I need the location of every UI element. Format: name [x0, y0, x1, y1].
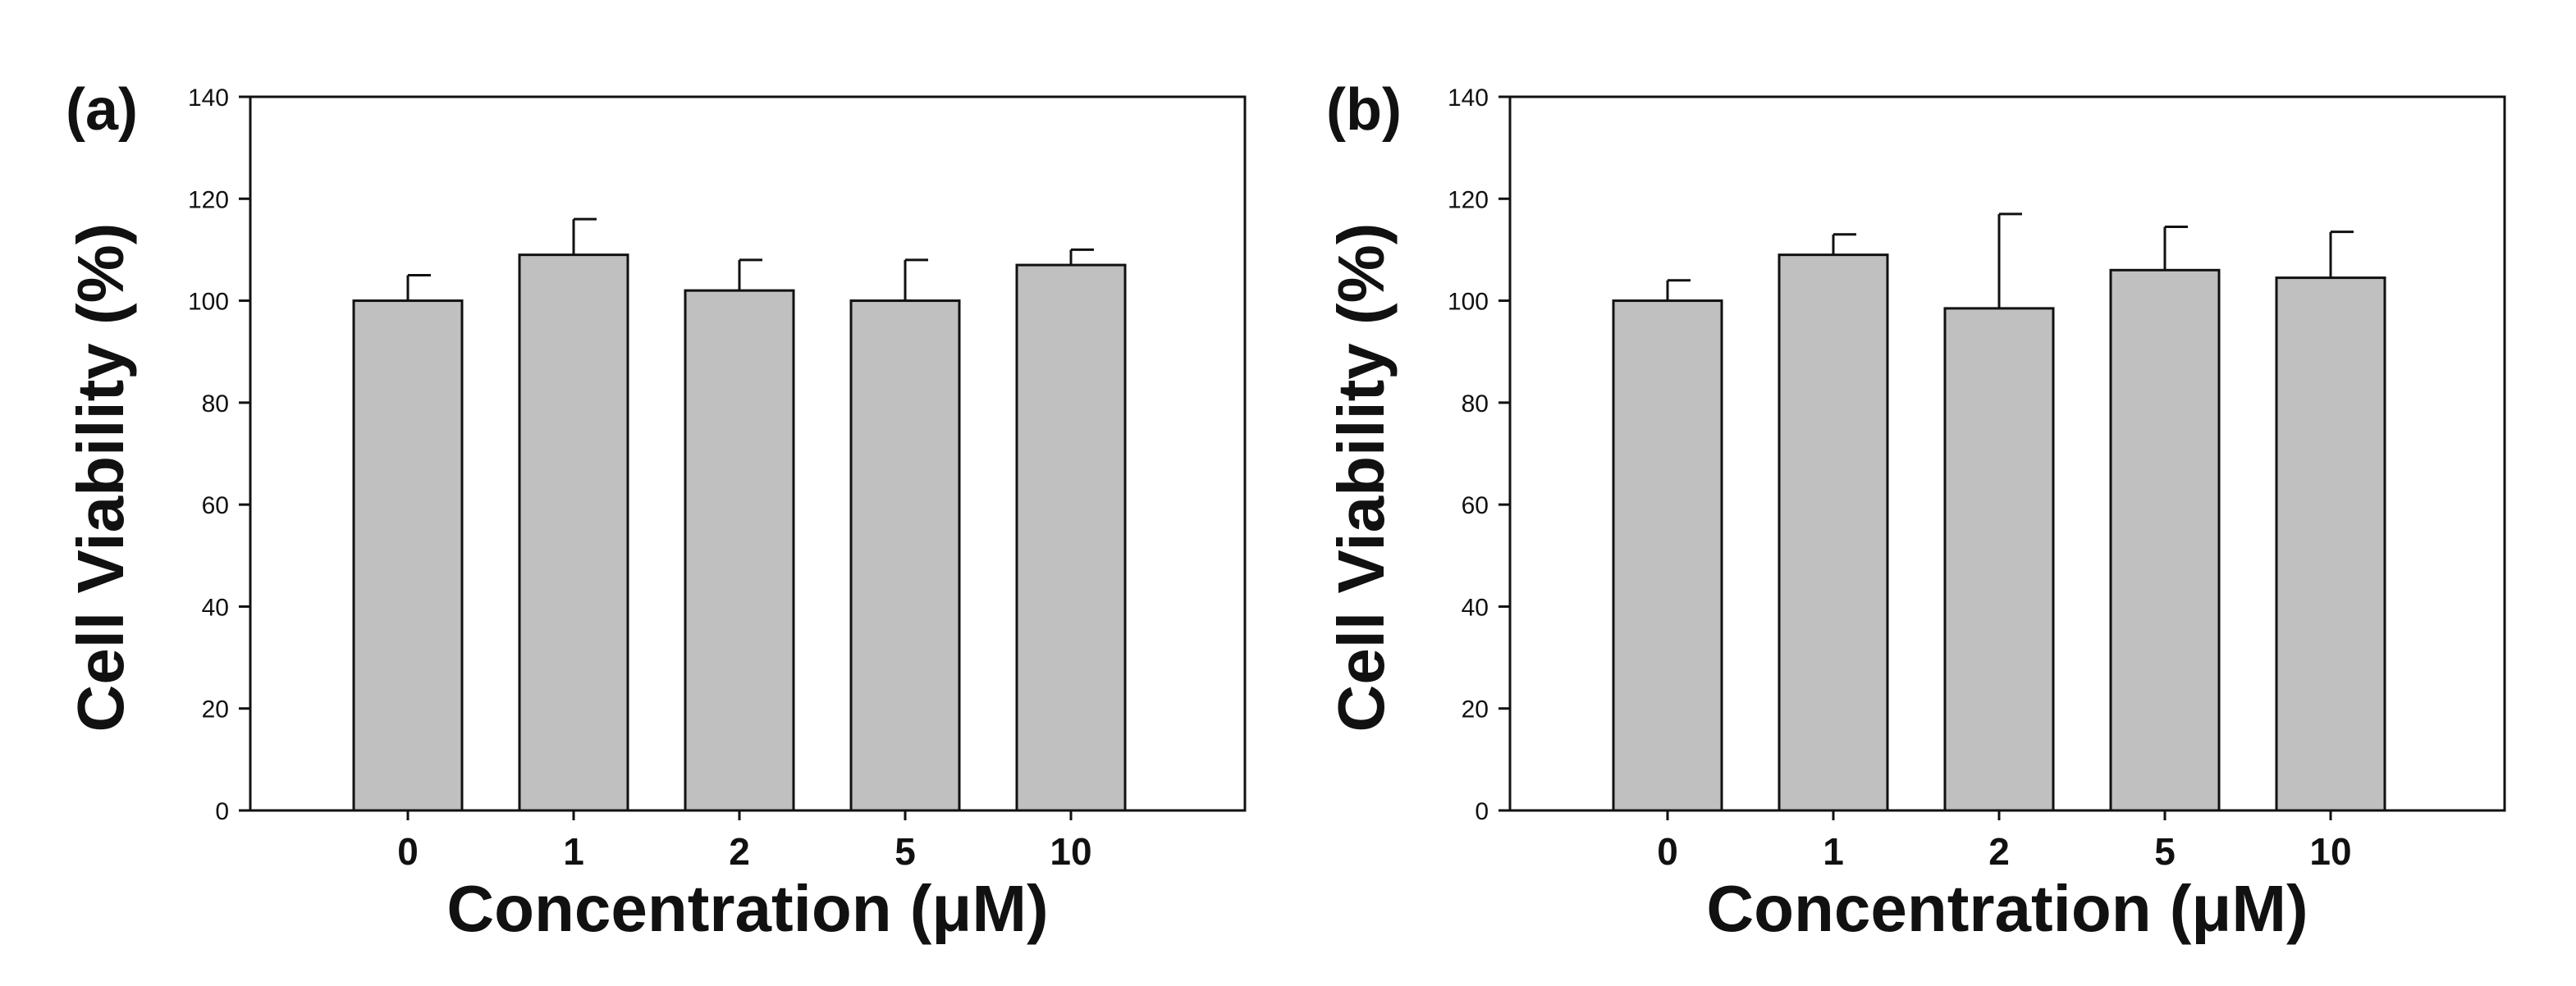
panel-a-y-tick-label: 0 — [215, 798, 229, 825]
panel-b-bar — [2275, 276, 2386, 812]
panel-b-y-tick-label: 60 — [1462, 492, 1489, 519]
panel-a-bars — [352, 253, 1127, 812]
panel-b-bar — [1612, 299, 1723, 812]
panel-a-y-ticks: 0 20 40 60 80 100 120 140 — [188, 84, 250, 825]
panel-a-y-axis-title: Cell Viability (%) — [64, 223, 137, 733]
panel-a-bar — [518, 253, 629, 812]
panel-a-x-tick-label: 5 — [895, 830, 916, 873]
panel-a-y-tick-label: 140 — [188, 84, 229, 112]
panel-a-bar — [849, 299, 961, 812]
panel-b: (b) Cell Viability (%) 02040608010012014… — [1325, 77, 2506, 945]
panel-a-bar — [1015, 263, 1127, 812]
panel-b-y-tick-label: 80 — [1462, 390, 1489, 418]
panel-b-x-tick-label: 5 — [2154, 830, 2176, 873]
panel-b-x-tick-label: 1 — [1823, 830, 1844, 873]
panel-b-x-tick-label: 2 — [1988, 830, 2010, 873]
panel-b-bar — [1943, 307, 2055, 812]
panel-b-y-tick-label: 40 — [1462, 594, 1489, 621]
panel-a-x-tick-label: 2 — [729, 830, 750, 873]
panel-a-error-bars — [406, 217, 1094, 301]
panel-b-x-ticks: 0 1 2 5 10 — [1657, 810, 2352, 873]
panel-a-x-ticks: 0 1 2 5 10 — [397, 810, 1092, 873]
panel-b-bar — [2109, 268, 2221, 812]
panel-b-y-tick-label: 140 — [1448, 84, 1489, 112]
panel-a-x-tick-label: 10 — [1050, 830, 1091, 873]
panel-a-y-tick-label: 100 — [188, 289, 229, 316]
panel-a-label: (a) — [66, 77, 138, 143]
panel-b-x-tick-label: 0 — [1657, 830, 1678, 873]
panel-a-x-axis-title: Concentration (μM) — [446, 872, 1048, 945]
panel-b-bars — [1612, 253, 2386, 812]
panel-a-y-tick-label: 20 — [202, 696, 229, 724]
panel-a-bar — [352, 299, 464, 812]
panel-b-y-ticks: 0 20 40 60 80 100 120 140 — [1448, 84, 1510, 825]
panel-b-x-tick-label: 10 — [2309, 830, 2351, 873]
panel-a-y-tick-label: 80 — [202, 390, 229, 418]
panel-b-bar — [1778, 253, 1889, 812]
panel-a-x-tick-label: 0 — [397, 830, 419, 873]
panel-b-y-tick-label: 120 — [1448, 186, 1489, 213]
panel-b-label: (b) — [1326, 77, 1402, 143]
panel-a: (a) Cell Viability (%) 02040608010012014… — [64, 77, 1247, 945]
panel-a-y-tick-label: 60 — [202, 492, 229, 519]
panel-b-x-axis-title: Concentration (μM) — [1706, 872, 2308, 945]
panel-b-y-tick-label: 20 — [1462, 696, 1489, 724]
panel-b-error-bars — [1666, 212, 2354, 308]
panel-b-y-axis-title: Cell Viability (%) — [1325, 223, 1398, 733]
panel-a-x-tick-label: 1 — [563, 830, 584, 873]
panel-a-plot-frame — [249, 95, 1247, 812]
panel-b-y-tick-label: 100 — [1448, 289, 1489, 316]
panel-a-y-tick-label: 120 — [188, 186, 229, 213]
panel-b-y-tick-label: 0 — [1475, 798, 1489, 825]
panel-b-plot-frame — [1508, 95, 2506, 812]
panel-a-y-tick-label: 40 — [202, 594, 229, 621]
panel-a-bar — [684, 289, 795, 812]
